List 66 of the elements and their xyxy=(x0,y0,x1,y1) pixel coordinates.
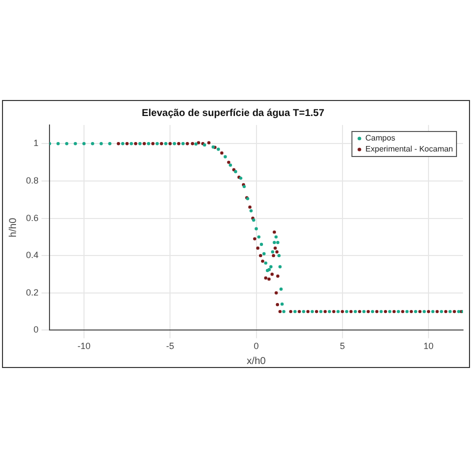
point xyxy=(426,310,430,314)
point xyxy=(264,276,268,280)
x-tick-label: 0 xyxy=(254,341,259,352)
x-tick-label: -10 xyxy=(77,341,90,352)
point xyxy=(227,160,230,164)
x-tick-label: -5 xyxy=(166,341,174,352)
point xyxy=(375,310,378,314)
point xyxy=(160,142,164,146)
point xyxy=(298,310,301,314)
point xyxy=(253,237,256,240)
point xyxy=(134,142,138,146)
legend-label: Experimental - Kocaman xyxy=(365,144,453,154)
point xyxy=(349,310,353,314)
point xyxy=(168,142,172,146)
point xyxy=(276,274,280,278)
x-tick-label: 5 xyxy=(340,341,345,352)
point xyxy=(306,310,310,314)
point xyxy=(116,142,120,146)
point xyxy=(270,272,274,276)
y-tick-label: 1 xyxy=(33,138,39,148)
point xyxy=(220,151,224,155)
y-tick-label: 0.6 xyxy=(26,212,39,223)
y-tick-label: 0.4 xyxy=(26,250,39,260)
point xyxy=(358,310,362,314)
point xyxy=(332,310,336,314)
point xyxy=(289,310,292,314)
point xyxy=(314,310,318,314)
point xyxy=(151,142,154,146)
point xyxy=(418,310,422,314)
point xyxy=(452,310,456,314)
y-axis-title: h/h0 xyxy=(8,217,19,238)
x-axis-title: x/h0 xyxy=(246,356,266,367)
point xyxy=(340,310,344,314)
y-tick-label: 0 xyxy=(33,324,39,335)
point xyxy=(392,310,396,314)
point xyxy=(272,230,276,234)
point xyxy=(410,310,413,314)
point xyxy=(248,205,252,209)
point xyxy=(384,310,388,314)
y-tick-label: 0.2 xyxy=(26,287,39,298)
point xyxy=(267,277,271,281)
point xyxy=(186,142,189,146)
point xyxy=(177,142,180,146)
point xyxy=(274,246,277,250)
point xyxy=(278,310,282,314)
point xyxy=(401,310,404,314)
x-tick-label: 10 xyxy=(424,341,434,352)
point xyxy=(272,254,276,258)
point xyxy=(324,310,327,314)
point xyxy=(258,254,262,258)
legend-label: Campos xyxy=(365,134,396,143)
point xyxy=(275,250,279,254)
point xyxy=(125,142,129,146)
point xyxy=(436,310,439,314)
point xyxy=(274,291,278,294)
point xyxy=(366,310,370,314)
point xyxy=(444,310,448,314)
point xyxy=(276,303,280,306)
chart-title: Elevação de superfície da água T=1.57 xyxy=(142,108,325,119)
point xyxy=(256,246,260,250)
y-tick-label: 0.8 xyxy=(26,175,39,186)
point xyxy=(207,141,210,144)
point xyxy=(142,142,146,146)
point xyxy=(261,260,264,263)
point xyxy=(190,142,194,146)
point xyxy=(196,141,200,144)
